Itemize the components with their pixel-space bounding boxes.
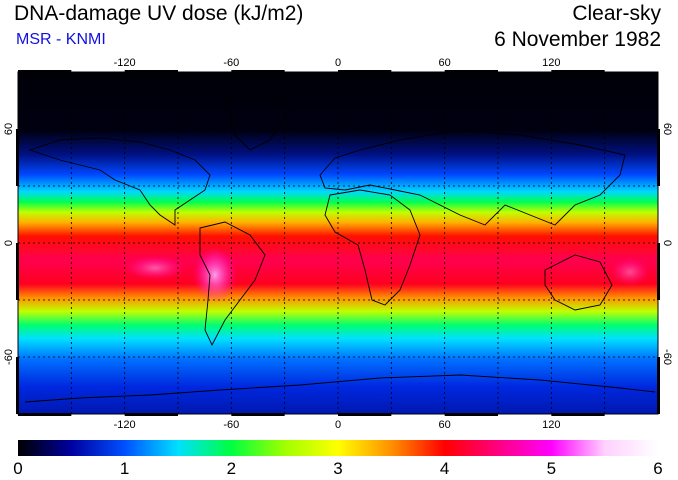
frame-bar-bottom bbox=[124, 413, 178, 416]
map-title: DNA-damage UV dose (kJ/m2) bbox=[14, 2, 304, 25]
frame-bar-bottom bbox=[444, 413, 498, 416]
lat-tick-label-right: 0 bbox=[661, 240, 673, 246]
coast-south-america bbox=[199, 221, 266, 347]
frame-bar-bottom bbox=[338, 413, 392, 416]
frame-bar-top bbox=[231, 70, 285, 73]
colorbar-labels: 0 1 2 3 4 5 6 bbox=[13, 459, 662, 478]
coastlines bbox=[24, 94, 656, 403]
sky-condition-label: Clear-sky bbox=[572, 2, 661, 25]
lon-tick-label-top: 0 bbox=[335, 57, 341, 69]
date-label: 6 November 1982 bbox=[494, 28, 661, 51]
coast-eurasia bbox=[319, 129, 626, 226]
colorbar-tick-label: 4 bbox=[440, 459, 449, 478]
lon-tick-label-bottom: 0 bbox=[335, 419, 341, 431]
frame-bar-top bbox=[444, 70, 498, 73]
lat-tick-label-left: -60 bbox=[3, 349, 15, 365]
colorbar bbox=[18, 440, 658, 456]
lat-tick-label-right: -60 bbox=[661, 349, 673, 365]
lon-tick-label-top: 120 bbox=[542, 57, 560, 69]
coast-australia bbox=[544, 254, 613, 311]
frame-bar-top bbox=[338, 70, 392, 73]
frame-bar-top bbox=[18, 70, 72, 73]
colorbar-tick-label: 2 bbox=[227, 459, 236, 478]
coast-north-america bbox=[28, 137, 211, 226]
lon-tick-label-top: -120 bbox=[114, 57, 136, 69]
frame-ticks bbox=[16, 70, 660, 416]
lat-tick-label-left: 0 bbox=[3, 240, 15, 246]
frame-bar-right bbox=[657, 243, 660, 300]
colorbar-tick-label: 1 bbox=[120, 459, 129, 478]
frame-bar-right bbox=[657, 357, 660, 414]
frame-bar-top bbox=[124, 70, 178, 73]
lon-tick-label-top: 60 bbox=[439, 57, 451, 69]
coast-antarctica bbox=[24, 374, 656, 403]
lon-tick-label-bottom: 60 bbox=[439, 419, 451, 431]
map-field bbox=[18, 72, 658, 414]
colorbar-tick-label: 5 bbox=[547, 459, 556, 478]
frame-bar-left bbox=[16, 243, 19, 300]
frame-bar-left bbox=[16, 357, 19, 414]
coast-greenland bbox=[224, 94, 291, 151]
source-label: MSR - KNMI bbox=[16, 31, 106, 48]
colorbar-tick-label: 3 bbox=[333, 459, 342, 478]
lat-tick-label-right: 60 bbox=[661, 123, 673, 135]
uv-hotspot-andes bbox=[193, 247, 237, 303]
lon-tick-label-bottom: -120 bbox=[114, 419, 136, 431]
frame-bar-bottom bbox=[231, 413, 285, 416]
colorbar-tick-label: 6 bbox=[653, 459, 662, 478]
colorbar-tick-label: 0 bbox=[13, 459, 22, 478]
frame-bar-bottom bbox=[18, 413, 72, 416]
frame-bar-left bbox=[16, 129, 19, 186]
axis-labels: -120 -120 -60 -60 0 0 60 60 120 120 60 60 0 0 -60 -60 bbox=[3, 57, 673, 431]
frame-bar-top bbox=[551, 70, 605, 73]
lat-tick-label-left: 60 bbox=[3, 123, 15, 135]
lon-tick-label-bottom: 120 bbox=[542, 419, 560, 431]
uv-hotspot-pacific bbox=[125, 256, 185, 280]
uv-hotspot-australia bbox=[610, 258, 650, 286]
frame-bar-bottom bbox=[551, 413, 605, 416]
coast-africa bbox=[324, 189, 421, 306]
graticule bbox=[18, 72, 658, 414]
frame-bar-right bbox=[657, 129, 660, 186]
lon-tick-label-bottom: -60 bbox=[223, 419, 239, 431]
lon-tick-label-top: -60 bbox=[223, 57, 239, 69]
